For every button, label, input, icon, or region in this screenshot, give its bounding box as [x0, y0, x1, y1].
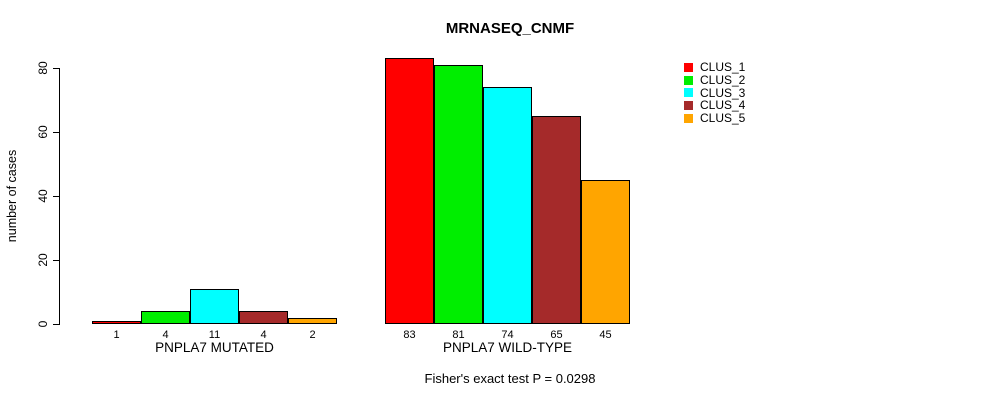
y-tick-mark: [53, 259, 59, 261]
bar-value-label: 1: [113, 329, 120, 341]
y-tick-mark: [53, 67, 59, 69]
legend: CLUS_1 CLUS_2 CLUS_3 CLUS_4 CLUS_5: [684, 61, 745, 125]
stat-annotation: Fisher's exact test P = 0.0298: [424, 371, 596, 386]
y-axis: [59, 68, 60, 325]
legend-item: CLUS_4: [684, 99, 745, 112]
legend-label: CLUS_3: [700, 85, 746, 100]
legend-item: CLUS_1: [684, 61, 745, 74]
bar-clus_4: [532, 116, 581, 324]
group-label: PNPLA7 MUTATED: [155, 340, 274, 355]
legend-swatch-icon: [684, 62, 693, 72]
bar-clus_5: [288, 317, 337, 324]
bar-value-label: 74: [501, 329, 514, 341]
bar-value-label: 65: [550, 329, 563, 341]
y-tick-mark: [53, 131, 59, 133]
legend-item: CLUS_2: [684, 72, 746, 87]
y-tick-mark: [53, 195, 59, 197]
bar-value-label: 83: [403, 329, 416, 341]
bar-value-label: 81: [452, 329, 465, 341]
bar-clus_1: [92, 320, 141, 324]
legend-swatch-icon: [684, 75, 693, 85]
legend-swatch-icon: [684, 88, 693, 98]
legend-label: CLUS_5: [700, 111, 746, 126]
bar-clus_4: [239, 311, 288, 324]
bar-value-label: 45: [599, 329, 612, 341]
bar-clus_2: [434, 64, 483, 324]
legend-item: CLUS_3: [684, 85, 746, 100]
legend-label: CLUS_4: [700, 98, 746, 113]
bar-clus_1: [385, 58, 434, 324]
bar-clus_3: [190, 288, 239, 324]
y-tick-label: 40: [36, 189, 50, 203]
legend-label: CLUS_1: [700, 60, 746, 74]
bar-clus_2: [141, 311, 190, 324]
bar-value-label: 2: [309, 329, 316, 341]
y-axis-title: number of cases: [5, 149, 19, 243]
group-label: PNPLA7 WILD-TYPE: [442, 340, 573, 355]
y-tick-label: 60: [36, 125, 50, 139]
bar-clus_3: [483, 87, 532, 324]
bar-value-label: 11: [208, 329, 221, 341]
y-tick-label: 0: [36, 320, 50, 328]
y-tick-label: 80: [36, 61, 50, 75]
bar-clus_5: [581, 180, 630, 324]
bar-value-label: 4: [162, 329, 169, 341]
legend-swatch-icon: [684, 114, 693, 124]
chart-title: MRNASEQ_CNMF: [445, 20, 575, 37]
y-tick-label: 20: [36, 253, 50, 267]
legend-label: CLUS_2: [700, 72, 746, 87]
bar-value-label: 4: [260, 329, 267, 341]
legend-swatch-icon: [684, 101, 693, 111]
y-tick-mark: [53, 323, 59, 325]
legend-item: CLUS_5: [684, 112, 745, 125]
